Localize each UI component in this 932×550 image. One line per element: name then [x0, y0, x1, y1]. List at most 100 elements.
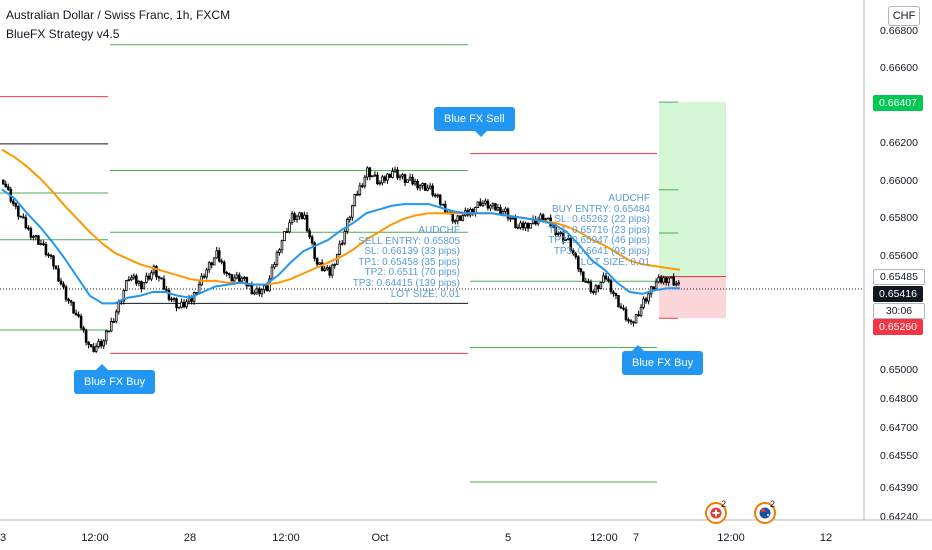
- candle-down: [155, 266, 158, 278]
- candle-down: [72, 301, 75, 314]
- candle-down: [27, 227, 30, 230]
- candle-down: [622, 307, 625, 310]
- sell-signal-label: Blue FX Sell: [444, 113, 505, 125]
- time-tick-label: 28: [184, 532, 196, 544]
- buy-label-line: AUDCHF: [608, 193, 650, 204]
- candle-up: [283, 231, 286, 242]
- buy-signal-tag-right: Blue FX Buy: [622, 345, 704, 375]
- candle-down: [604, 275, 608, 280]
- candle-down: [210, 262, 213, 266]
- candle-up: [107, 330, 111, 333]
- candle-up: [358, 185, 362, 196]
- candle-up: [501, 211, 505, 215]
- candle-down: [17, 205, 20, 217]
- candle-down: [77, 314, 80, 317]
- candle-up: [421, 183, 424, 187]
- candle-down: [182, 301, 186, 308]
- price-axis[interactable]: 0.668000.666000.664000.662000.660000.658…: [863, 0, 932, 523]
- price-tick-label: 0.64700: [880, 422, 918, 434]
- candle-up: [288, 222, 291, 233]
- candle-up: [340, 242, 344, 245]
- candle-up: [132, 275, 136, 279]
- economic-event-icon[interactable]: 2: [705, 499, 727, 524]
- sell-label-line: AUDCHF: [418, 225, 460, 236]
- candle-up: [150, 272, 153, 280]
- time-axis[interactable]: 3 12:00 28 12:00 Oct 5 12:00 7 12:00 12: [0, 519, 932, 550]
- candle-down: [225, 272, 229, 274]
- candle-up: [496, 207, 500, 211]
- time-tick-label: 12:00: [272, 532, 300, 544]
- candle-up: [559, 231, 563, 234]
- buy-signal-tag-left: Blue FX Buy: [74, 364, 156, 394]
- candle-down: [92, 346, 95, 352]
- candle-up: [363, 176, 367, 187]
- candle-up: [504, 208, 507, 212]
- candle-up: [398, 175, 402, 179]
- price-tick-label: 0.66000: [880, 175, 918, 187]
- candle-down: [74, 312, 78, 316]
- candle-down: [607, 278, 610, 282]
- buy-signal-label: Blue FX Buy: [632, 357, 694, 369]
- candle-up: [484, 200, 487, 204]
- candle-up: [137, 281, 141, 284]
- candle-down: [479, 201, 482, 206]
- symbol-title[interactable]: Australian Dollar / Swiss Franc, 1h, FXC…: [6, 8, 231, 22]
- economic-event-icon[interactable]: 2: [754, 499, 776, 524]
- candle-down: [526, 222, 530, 229]
- candle-up: [667, 277, 670, 283]
- candle-down: [49, 254, 53, 257]
- candle-down: [423, 183, 427, 191]
- candle-down: [659, 277, 663, 283]
- candle-down: [69, 300, 73, 303]
- candle-down: [59, 280, 63, 285]
- candle-up: [418, 185, 422, 189]
- candle-up: [338, 243, 342, 255]
- candle-down: [308, 230, 311, 238]
- candle-down: [569, 237, 573, 252]
- candle-down: [285, 231, 289, 233]
- indicator-title[interactable]: BlueFX Strategy v4.5: [6, 27, 120, 41]
- candle-up: [112, 320, 116, 323]
- buy-trade-label: AUDCHF BUY ENTRY: 0.65484 SL: 0.65262 (2…: [542, 193, 650, 268]
- candle-up: [366, 167, 369, 178]
- candle-down: [47, 254, 50, 256]
- target-price-badge: 0.66407: [873, 95, 923, 111]
- candle-up: [232, 277, 236, 282]
- candle-down: [82, 327, 85, 331]
- candle-down: [438, 194, 442, 205]
- candle-up: [255, 288, 259, 294]
- candle-down: [582, 271, 585, 282]
- candle-down: [617, 295, 620, 308]
- candle-down: [57, 268, 60, 282]
- ema-fast-line: [1, 188, 680, 305]
- candle-up: [413, 180, 417, 185]
- buy-signal-label: Blue FX Buy: [84, 376, 146, 388]
- candle-up: [401, 174, 404, 177]
- candle-down: [376, 174, 379, 185]
- candle-down: [62, 283, 65, 288]
- candle-down: [403, 174, 407, 183]
- candle-up: [32, 236, 35, 238]
- buy-label-line: SL: 0.65262 (22 pips): [554, 214, 650, 226]
- buy-label-line: LOT SIZE: 0.01: [580, 256, 650, 268]
- currency-button[interactable]: CHF: [888, 6, 920, 26]
- time-axis-background: [0, 520, 932, 550]
- candle-up: [270, 266, 274, 280]
- candle-down: [664, 277, 668, 283]
- candle-up: [657, 277, 660, 283]
- candle-down: [577, 256, 580, 270]
- candle-up: [469, 209, 472, 216]
- sell-trade-label: AUDCHF SELL ENTRY: 0.65805 SL: 0.66139 (…: [352, 225, 460, 300]
- buy-label-line: TP3: 0.6641 (93 pips): [553, 245, 650, 257]
- candle-down: [42, 243, 45, 246]
- candle-down: [629, 320, 633, 323]
- candle-down: [245, 277, 249, 287]
- candle-down: [368, 167, 372, 177]
- signal-pointer-icon: [632, 345, 644, 351]
- price-tick-label: 0.65800: [880, 212, 918, 224]
- price-tick-label: 0.66800: [880, 25, 918, 37]
- candle-down: [87, 341, 90, 345]
- candle-up: [546, 217, 550, 220]
- candle-up: [303, 214, 306, 220]
